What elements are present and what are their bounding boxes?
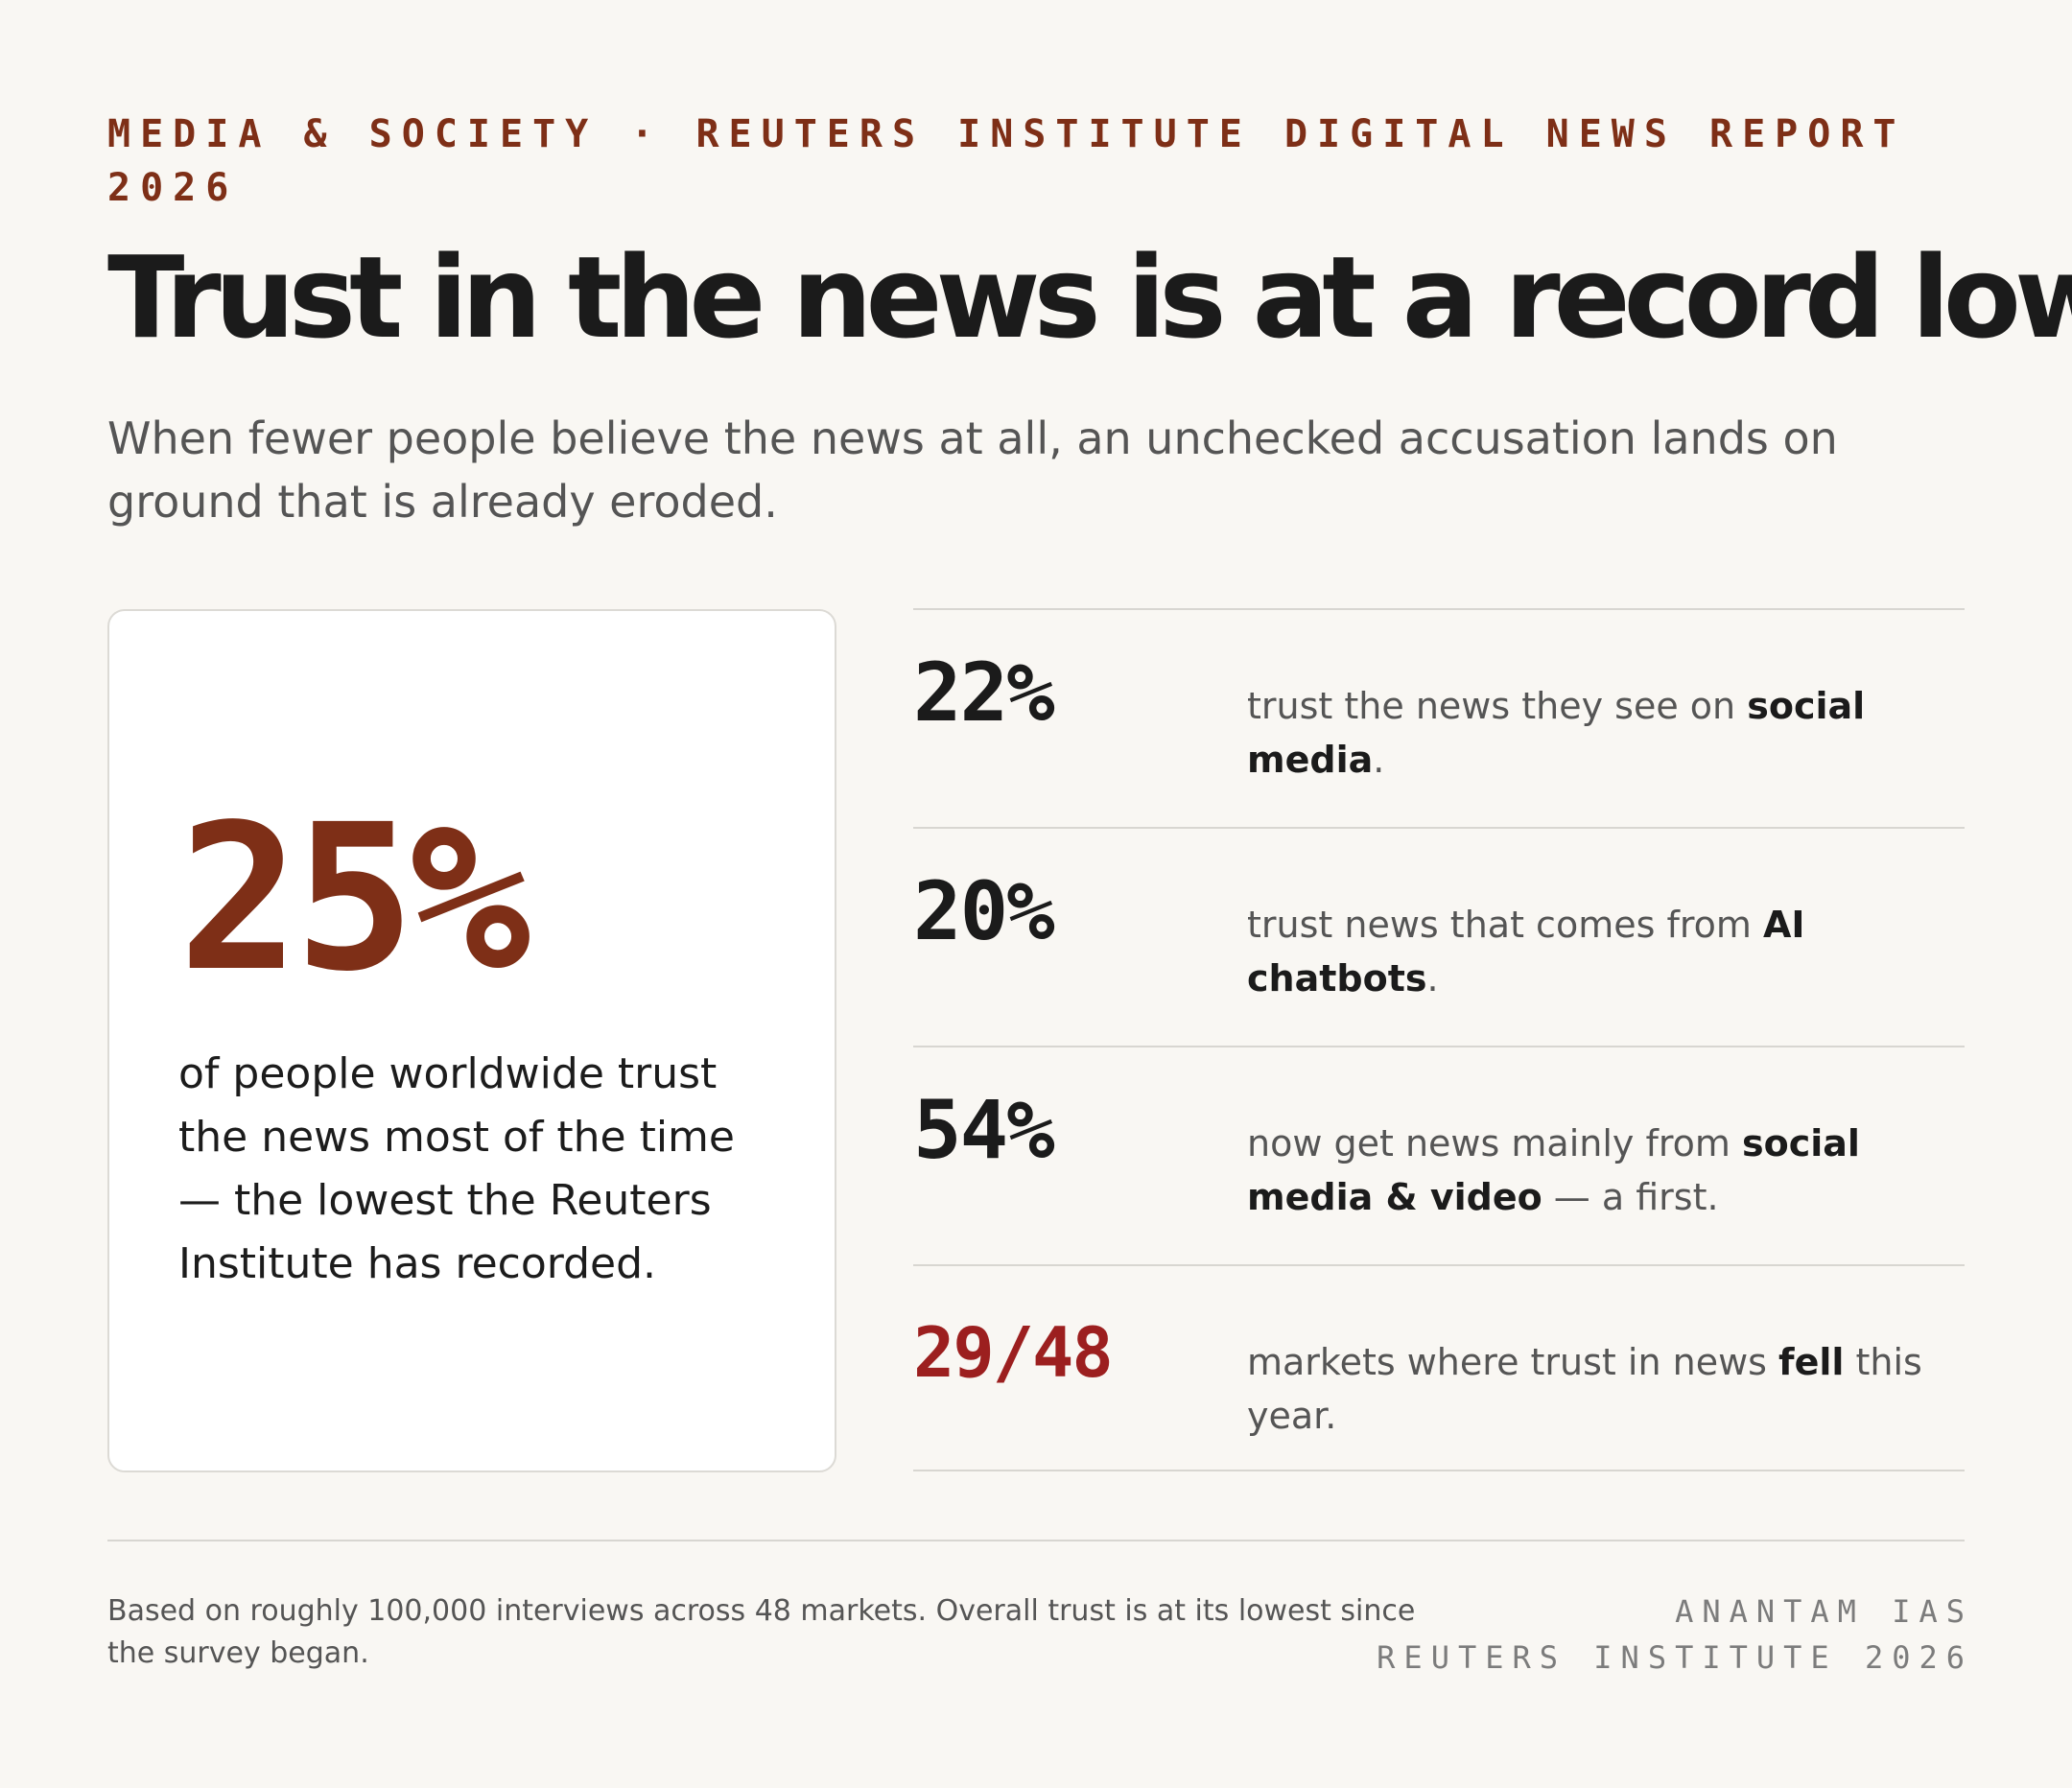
subtitle: When fewer people believe the news at al… xyxy=(107,412,1838,528)
stat-row: 20% trust news that comes from AI chatbo… xyxy=(913,829,1965,1047)
stat-text-bold: social media xyxy=(1247,685,1866,781)
page-title: Trust in the news is at a record low xyxy=(107,231,2072,364)
stat-text-after: this year. xyxy=(1247,1341,1922,1437)
stat-text-before: trust the news they see on xyxy=(1247,685,1748,727)
stat-text: markets where trust in news fell this ye… xyxy=(1247,1335,1938,1443)
stat-text-after: . xyxy=(1426,957,1439,1000)
credit-line: ANANTAM IAS xyxy=(1675,1593,1973,1630)
footnote: Based on roughly 100,000 interviews acro… xyxy=(107,1594,1416,1670)
stat-text: now get news mainly from social media & … xyxy=(1247,1117,1938,1224)
stat-text-after: — a first. xyxy=(1542,1176,1719,1218)
stat-text-bold: social media & video xyxy=(1247,1122,1860,1218)
stat-text: trust the news they see on social media. xyxy=(1247,679,1938,787)
stat-value: 22% xyxy=(913,646,1055,740)
stat-text-bold: AI chatbots xyxy=(1247,904,1805,1000)
kicker: MEDIA & SOCIETY · REUTERS INSTITUTE DIGI… xyxy=(107,112,1906,210)
stat-value: 29/48 xyxy=(913,1312,1114,1393)
stat-text: trust news that comes from AI chatbots. xyxy=(1247,898,1938,1005)
stat-text-before: now get news mainly from xyxy=(1247,1122,1742,1165)
stat-text-after: . xyxy=(1373,739,1385,781)
stat-value: 54% xyxy=(913,1083,1055,1177)
credit-line: REUTERS INSTITUTE 2026 xyxy=(1377,1639,1973,1676)
credits: ANANTAM IAS REUTERS INSTITUTE 2026 xyxy=(1293,1588,1965,1681)
stats-list: 22% trust the news they see on social me… xyxy=(913,608,1965,1471)
stat-text-before: trust news that comes from xyxy=(1247,904,1763,946)
highlight-value: 25% xyxy=(178,781,530,1016)
highlight-card: 25% of people worldwide trust the news m… xyxy=(107,609,836,1472)
stat-row: 54% now get news mainly from social medi… xyxy=(913,1047,1965,1266)
footer-divider xyxy=(107,1540,1965,1541)
stat-value: 20% xyxy=(913,864,1055,958)
stat-text-bold: fell xyxy=(1778,1341,1845,1383)
stat-row: 22% trust the news they see on social me… xyxy=(913,610,1965,829)
stat-row: 29/48 markets where trust in news fell t… xyxy=(913,1266,1965,1471)
stat-text-before: markets where trust in news xyxy=(1247,1341,1779,1383)
highlight-description: of people worldwide trust the news most … xyxy=(178,1049,735,1288)
